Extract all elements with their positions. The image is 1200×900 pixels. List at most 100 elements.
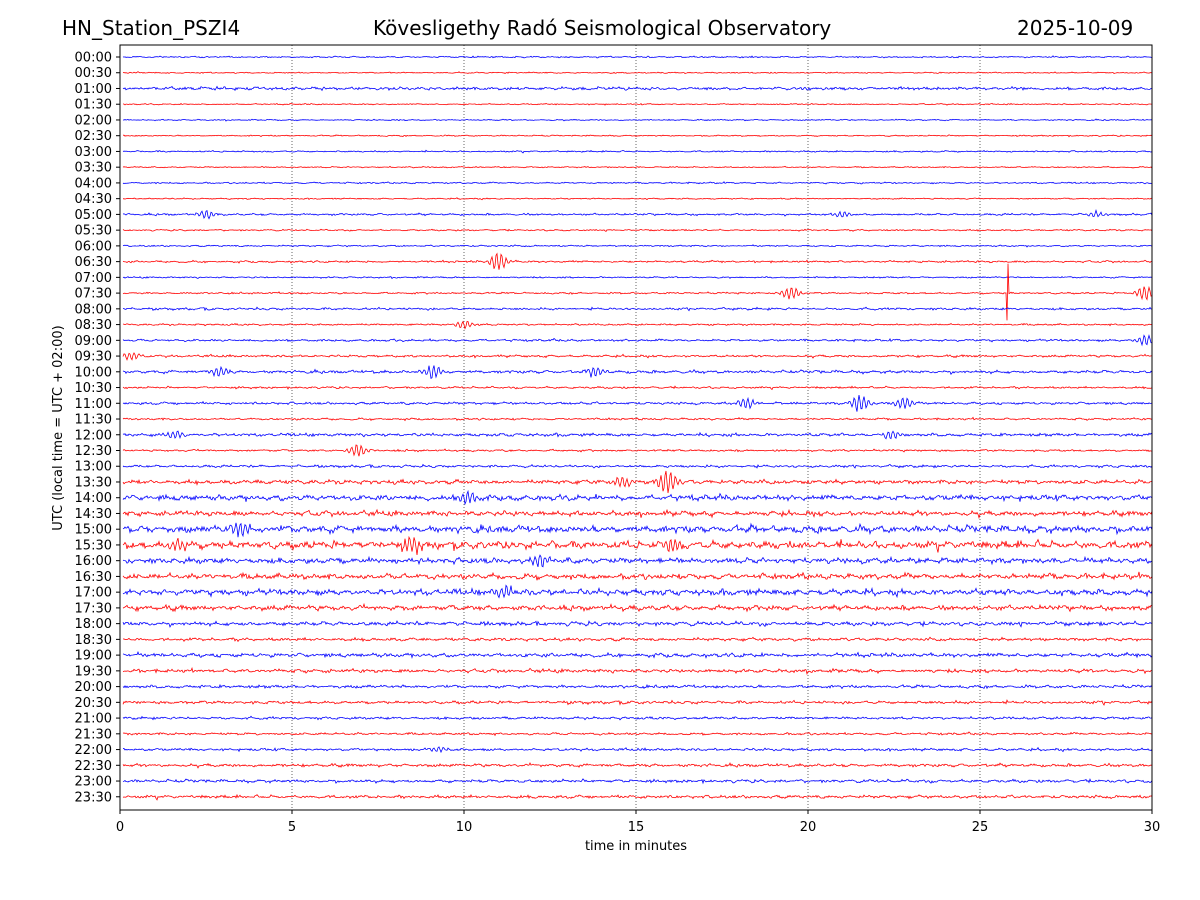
x-tick-label: 30	[1144, 820, 1161, 835]
y-tick-label: 09:00	[75, 334, 112, 349]
y-tick-label: 15:00	[75, 523, 112, 538]
trace-2030	[122, 699, 1153, 706]
x-tick-label: 25	[972, 820, 989, 835]
y-tick-label: 22:00	[75, 743, 112, 758]
trace-0200	[122, 118, 1152, 122]
y-tick-label: 15:30	[75, 538, 112, 553]
trace-2130	[122, 731, 1153, 737]
y-tick-label: 06:00	[75, 239, 112, 254]
y-tick-label: 02:00	[75, 113, 112, 128]
trace-0630	[122, 252, 1153, 270]
trace-0600	[122, 244, 1153, 248]
y-tick-label: 09:30	[75, 350, 112, 365]
trace-1130	[122, 416, 1153, 422]
trace-0330	[122, 165, 1153, 169]
trace-1000	[122, 365, 1153, 380]
y-tick-label: 00:00	[75, 51, 112, 66]
y-tick-label: 18:30	[75, 633, 112, 648]
trace-1730	[122, 602, 1153, 613]
y-tick-label: 08:30	[75, 318, 112, 333]
trace-1330	[122, 470, 1153, 494]
y-tick-label: 16:30	[75, 570, 112, 585]
trace-1400	[122, 489, 1153, 506]
trace-1700	[122, 584, 1153, 599]
y-axis-label: UTC (local time = UTC + 02:00)	[51, 325, 66, 530]
trace-1100	[122, 395, 1153, 412]
y-tick-label: 20:30	[75, 696, 112, 711]
y-tick-label: 03:00	[75, 145, 112, 160]
trace-1430	[122, 508, 1153, 520]
y-tick-label: 05:30	[75, 224, 112, 239]
y-tick-label: 21:30	[75, 727, 112, 742]
y-tick-label: 00:30	[75, 66, 112, 81]
y-tick-label: 17:00	[75, 586, 112, 601]
y-tick-label: 05:00	[75, 208, 112, 223]
x-tick-label: 10	[456, 820, 473, 835]
y-tick-label: 14:30	[75, 507, 112, 522]
trace-0830	[122, 320, 1153, 330]
y-tick-label: 14:00	[75, 491, 112, 506]
y-tick-label: 11:00	[75, 397, 112, 412]
trace-0430	[122, 197, 1153, 201]
trace-1800	[122, 620, 1153, 628]
y-tick-label: 04:00	[75, 176, 112, 191]
x-tick-label: 0	[116, 820, 124, 835]
trace-2000	[122, 683, 1153, 690]
trace-0930	[122, 352, 1153, 361]
y-tick-label: 21:00	[75, 712, 112, 727]
trace-0300	[122, 149, 1153, 154]
y-tick-label: 17:30	[75, 601, 112, 616]
trace-1230	[122, 444, 1153, 457]
x-tick-label: 5	[288, 820, 296, 835]
y-tick-label: 22:30	[75, 759, 112, 774]
y-tick-label: 10:30	[75, 381, 112, 396]
trace-1830	[122, 636, 1153, 643]
y-tick-label: 07:00	[75, 271, 112, 286]
y-tick-label: 01:30	[75, 98, 112, 113]
y-tick-label: 02:30	[75, 129, 112, 144]
y-tick-label: 08:00	[75, 302, 112, 317]
y-tick-label: 12:30	[75, 444, 112, 459]
trace-1200	[122, 430, 1153, 440]
trace-1030	[122, 385, 1153, 391]
y-tick-label: 18:00	[75, 617, 112, 632]
y-tick-label: 19:00	[75, 649, 112, 664]
trace-1600	[122, 554, 1153, 568]
y-tick-label: 16:00	[75, 554, 112, 569]
trace-2100	[122, 715, 1153, 721]
trace-2230	[122, 762, 1153, 769]
y-tick-label: 19:30	[75, 664, 112, 679]
trace-0530	[122, 228, 1153, 232]
station-label: HN_Station_PSZI4	[62, 16, 241, 40]
trace-2300	[122, 778, 1153, 785]
date-label: 2025-10-09	[1017, 16, 1134, 40]
trace-1500	[122, 522, 1153, 538]
trace-0130	[122, 102, 1152, 106]
x-tick-label: 15	[628, 820, 645, 835]
y-tick-label: 07:30	[75, 287, 112, 302]
trace-1300	[122, 463, 1153, 469]
y-tick-label: 23:30	[75, 790, 112, 805]
trace-0730	[122, 263, 1153, 321]
trace-0230	[123, 134, 1153, 138]
trace-2200	[122, 746, 1153, 754]
trace-2330	[122, 793, 1153, 801]
y-tick-label: 03:30	[75, 161, 112, 176]
y-tick-label: 01:00	[75, 82, 112, 97]
chart-title: Kövesligethy Radó Seismological Observat…	[373, 16, 832, 40]
x-axis-label: time in minutes	[585, 839, 687, 854]
trace-0800	[122, 306, 1152, 312]
trace-0500	[122, 209, 1153, 220]
y-tick-label: 04:30	[75, 192, 112, 207]
trace-1630	[122, 571, 1153, 581]
y-tick-label: 11:30	[75, 413, 112, 428]
trace-1900	[122, 651, 1153, 659]
trace-0100	[122, 85, 1153, 92]
x-tick-label: 20	[800, 820, 817, 835]
y-tick-label: 23:00	[75, 775, 112, 790]
y-tick-label: 20:00	[75, 680, 112, 695]
trace-0400	[122, 181, 1153, 185]
y-tick-label: 13:00	[75, 460, 112, 475]
